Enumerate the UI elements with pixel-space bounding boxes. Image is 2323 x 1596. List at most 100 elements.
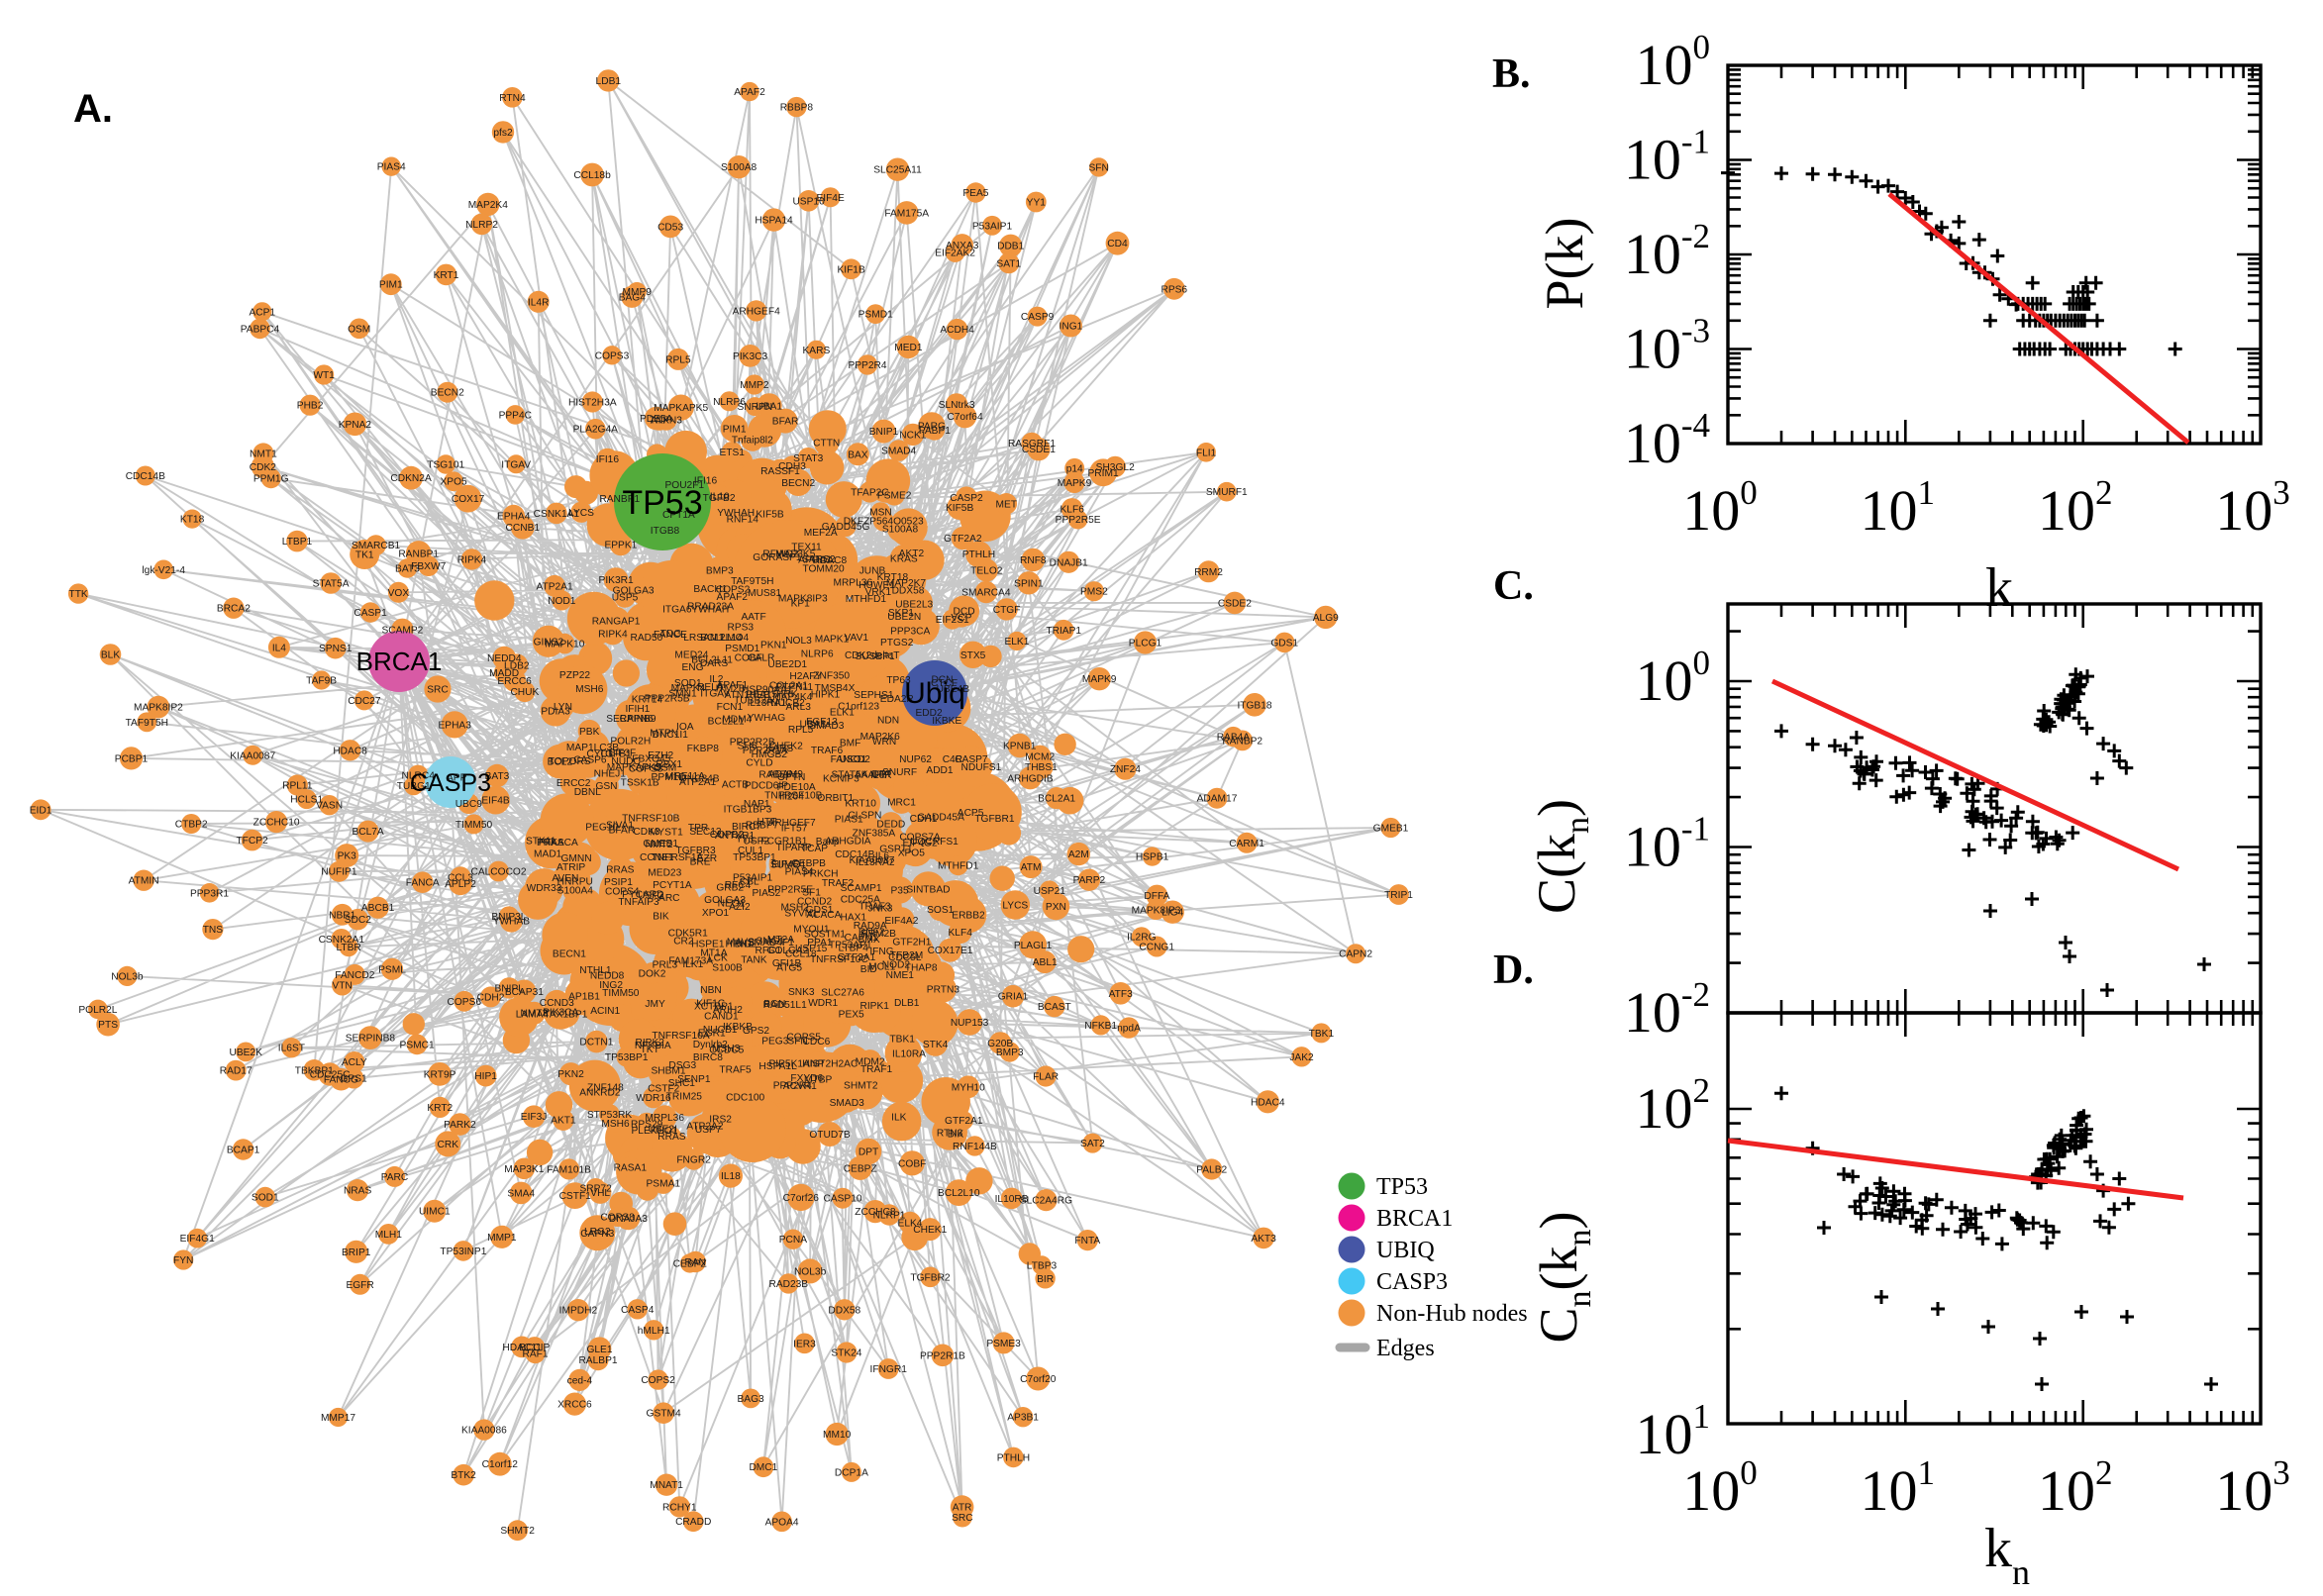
svg-text:CTTN: CTTN: [813, 439, 840, 449]
svg-text:MED24: MED24: [674, 650, 708, 661]
svg-text:BCAP1: BCAP1: [227, 1146, 260, 1156]
svg-text:NMT2: NMT2: [646, 840, 673, 850]
svg-text:MRC1: MRC1: [887, 797, 916, 808]
svg-text:DCTN1: DCTN1: [579, 1038, 613, 1048]
svg-text:DCP1A: DCP1A: [835, 1467, 868, 1478]
svg-text:ELK1: ELK1: [1004, 637, 1029, 648]
svg-text:VRK1: VRK1: [865, 587, 892, 598]
svg-text:EIF4B: EIF4B: [481, 796, 510, 807]
svg-text:IKBKB: IKBKB: [723, 1022, 753, 1033]
svg-text:MMP9: MMP9: [622, 287, 652, 298]
svg-text:ABL1: ABL1: [1033, 957, 1058, 968]
svg-text:TP53BP1: TP53BP1: [605, 1052, 649, 1063]
svg-text:BAX: BAX: [848, 449, 868, 460]
svg-text:FNGR2: FNGR2: [676, 1154, 711, 1165]
svg-text:THBS1: THBS1: [1025, 762, 1058, 773]
svg-text:C1orf123: C1orf123: [838, 702, 879, 713]
svg-text:TRIAP1: TRIAP1: [1046, 626, 1081, 637]
svg-text:CDH1: CDH1: [910, 814, 938, 825]
svg-text:ERCC6: ERCC6: [497, 676, 532, 687]
svg-text:BNIP1: BNIP1: [869, 427, 899, 438]
svg-text:Ubiq: Ubiq: [904, 677, 965, 710]
svg-text:ANTXR1: ANTXR1: [715, 831, 756, 842]
svg-text:IL10RA: IL10RA: [892, 1049, 926, 1060]
svg-text:MYST1: MYST1: [650, 828, 683, 839]
svg-text:CCL3: CCL3: [448, 873, 473, 884]
svg-text:CASP1: CASP1: [354, 608, 387, 619]
svg-text:C7orf26: C7orf26: [783, 1193, 820, 1204]
svg-text:BFAR: BFAR: [609, 825, 636, 836]
svg-text:YWHAG: YWHAG: [748, 713, 786, 724]
svg-text:ARHGEF7: ARHGEF7: [768, 818, 816, 829]
svg-text:D.: D.: [1493, 948, 1534, 993]
svg-text:S100A4: S100A4: [557, 885, 594, 896]
svg-text:BTK2: BTK2: [451, 1470, 476, 1481]
svg-text:EIF4A2: EIF4A2: [884, 916, 918, 927]
svg-text:NDUFS1: NDUFS1: [961, 762, 1002, 773]
svg-text:MMP17: MMP17: [321, 1413, 355, 1424]
svg-text:CTGF: CTGF: [993, 605, 1021, 616]
svg-text:MMP1: MMP1: [487, 1233, 517, 1244]
svg-text:PZP22: PZP22: [559, 670, 590, 681]
svg-text:USP7: USP7: [695, 1125, 722, 1136]
svg-text:MAPKAPK5: MAPKAPK5: [607, 762, 661, 773]
svg-text:EIF4E: EIF4E: [816, 193, 845, 204]
svg-text:BFAR: BFAR: [772, 417, 799, 428]
svg-text:SRC: SRC: [427, 685, 449, 696]
svg-text:IL13RA2: IL13RA2: [856, 857, 895, 868]
svg-text:HIPK1: HIPK1: [811, 689, 841, 700]
svg-text:RANGAP1: RANGAP1: [592, 616, 641, 627]
svg-text:KCNIP3: KCNIP3: [823, 773, 859, 784]
svg-text:UBE2N: UBE2N: [887, 612, 921, 623]
svg-text:KRT14: KRT14: [632, 694, 663, 705]
svg-text:SUSBP1: SUSBP1: [855, 651, 895, 662]
svg-text:ATRIP: ATRIP: [556, 862, 585, 873]
svg-text:A2M: A2M: [1068, 849, 1089, 860]
svg-text:DLB1: DLB1: [894, 998, 920, 1009]
svg-text:BMP3: BMP3: [996, 1047, 1024, 1058]
svg-text:DNAJB1: DNAJB1: [1050, 557, 1088, 568]
svg-text:MRPL36: MRPL36: [833, 578, 872, 589]
svg-text:BRCA1: BRCA1: [1376, 1206, 1453, 1232]
svg-text:RIPK4: RIPK4: [457, 554, 487, 565]
svg-text:SHC1: SHC1: [668, 1078, 696, 1089]
svg-text:ENG: ENG: [681, 662, 703, 673]
svg-text:TFCP2: TFCP2: [236, 836, 268, 847]
svg-text:BMX: BMX: [858, 935, 880, 946]
svg-text:PPM1G: PPM1G: [253, 474, 289, 485]
svg-text:BRCA1: BRCA1: [356, 647, 443, 676]
svg-text:EIF2AK2: EIF2AK2: [935, 249, 975, 259]
svg-text:APOA4: APOA4: [765, 1517, 799, 1528]
svg-text:COPS8: COPS8: [600, 1213, 635, 1224]
svg-text:GTF2A1: GTF2A1: [945, 1116, 983, 1127]
svg-text:TAX1BP1: TAX1BP1: [544, 1010, 587, 1021]
svg-text:IFI16: IFI16: [596, 454, 620, 465]
svg-text:CCND2: CCND2: [797, 897, 832, 908]
svg-text:PSML: PSML: [378, 964, 406, 975]
svg-text:BMP3: BMP3: [706, 565, 734, 576]
svg-text:SMURF1: SMURF1: [1206, 487, 1248, 498]
svg-text:BECN1: BECN1: [553, 948, 586, 959]
svg-text:BECN2: BECN2: [431, 388, 464, 399]
svg-text:CASP2: CASP2: [950, 493, 983, 504]
svg-text:PIM1: PIM1: [379, 280, 403, 291]
svg-text:SRC: SRC: [952, 1513, 973, 1524]
svg-text:NP: NP: [810, 1059, 824, 1070]
svg-text:KRT1: KRT1: [434, 270, 459, 281]
svg-text:CDC14B: CDC14B: [126, 471, 165, 482]
svg-text:KIAA0086: KIAA0086: [461, 1426, 507, 1437]
svg-text:NDN: NDN: [877, 716, 899, 727]
svg-text:TGFBR1: TGFBR1: [974, 814, 1015, 825]
svg-text:ATP2A1: ATP2A1: [537, 581, 574, 592]
svg-text:ATN1HEB: ATN1HEB: [724, 690, 769, 701]
svg-text:ITGB8: ITGB8: [651, 526, 680, 537]
svg-text:KLF4: KLF4: [949, 928, 973, 939]
svg-text:KIAA0087: KIAA0087: [230, 750, 275, 761]
svg-text:RPL5: RPL5: [665, 354, 691, 365]
svg-text:COPS2: COPS2: [641, 1375, 675, 1386]
svg-text:TNFRSF10C: TNFRSF10C: [810, 954, 868, 965]
svg-text:CDC6: CDC6: [803, 1037, 831, 1047]
svg-text:TANK: TANK: [741, 955, 767, 966]
svg-text:LYCS: LYCS: [1002, 901, 1028, 912]
svg-text:CCNB1: CCNB1: [506, 523, 541, 534]
